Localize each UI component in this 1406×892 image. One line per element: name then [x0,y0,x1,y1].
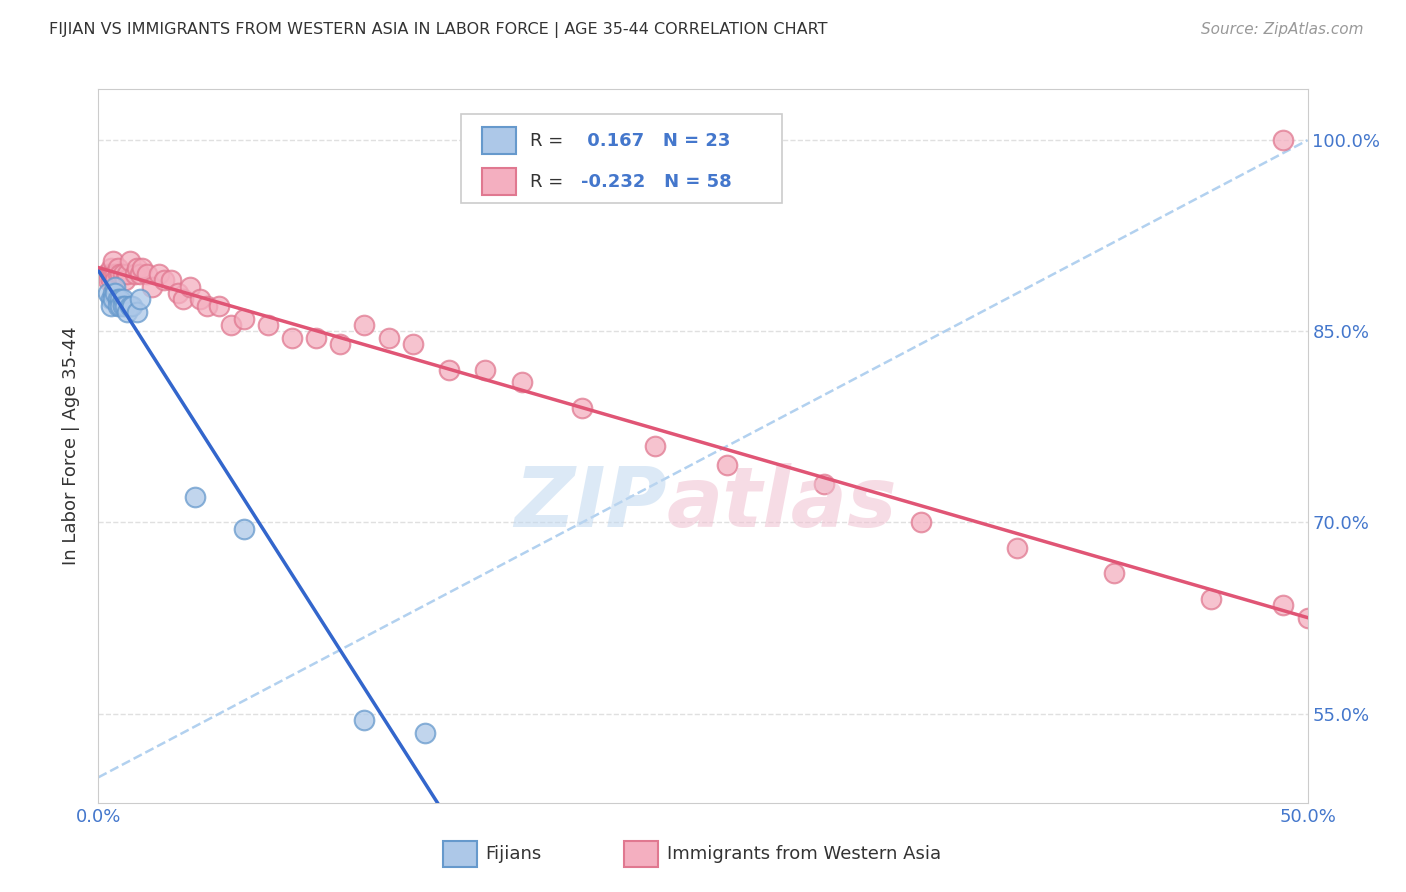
Point [100,267,122,281]
Point [117,267,139,281]
Point [107,260,129,275]
Point [101,254,124,268]
Point [167,286,190,301]
Point [97,267,120,281]
Point [644,439,666,453]
Point [510,376,533,390]
Bar [443,841,477,867]
Text: FIJIAN VS IMMIGRANTS FROM WESTERN ASIA IN LABOR FORCE | AGE 35-44 CORRELATION CH: FIJIAN VS IMMIGRANTS FROM WESTERN ASIA I… [49,22,828,38]
Point [413,725,436,739]
Point [172,293,194,307]
Point [474,362,496,376]
Point [716,458,738,472]
Point [208,299,231,313]
Point [107,267,129,281]
Point [94,267,117,281]
Point [118,254,141,268]
Point [100,299,122,313]
Text: ZIP: ZIP [515,463,666,543]
Bar [482,169,516,195]
Point [127,305,149,319]
Point [1007,541,1029,555]
Point [114,299,136,313]
Point [1333,599,1355,613]
Point [195,299,218,313]
Point [124,267,146,281]
Point [107,299,129,313]
Text: atlas: atlas [666,463,897,543]
Point [402,337,425,351]
Point [97,286,120,301]
Bar [624,841,658,867]
FancyBboxPatch shape [461,114,782,203]
Point [104,286,127,301]
Point [148,267,170,281]
Point [1199,591,1222,606]
Point [1102,566,1125,581]
Point [111,293,134,307]
Text: -0.232   N = 58: -0.232 N = 58 [581,173,731,191]
Point [188,293,211,307]
Point [141,279,163,293]
Point [108,293,131,307]
Point [152,273,174,287]
Y-axis label: In Labor Force | Age 35-44: In Labor Force | Age 35-44 [62,326,80,566]
Point [104,279,127,293]
Point [232,311,254,326]
Point [135,267,157,281]
Point [281,331,304,345]
Text: Immigrants from Western Asia: Immigrants from Western Asia [666,846,941,863]
Point [184,490,207,504]
Point [100,293,122,307]
Point [131,260,153,275]
Point [101,286,124,301]
Point [128,293,150,307]
Point [108,267,131,281]
Point [813,477,835,491]
Bar [482,128,516,154]
Point [117,305,139,319]
Text: R =: R = [530,173,569,191]
Point [1296,611,1319,625]
Point [101,267,124,281]
Point [104,273,127,287]
Point [111,267,134,281]
Point [101,293,124,307]
Point [377,331,399,345]
Point [1320,605,1343,619]
Text: Fijians: Fijians [485,846,541,863]
Point [1272,133,1295,147]
Point [353,318,375,332]
Point [121,299,143,313]
Point [329,337,352,351]
Point [571,401,593,415]
Point [256,318,278,332]
Point [1272,599,1295,613]
Point [221,318,243,332]
Point [128,267,150,281]
Point [111,299,134,313]
Point [232,522,254,536]
Text: R =: R = [530,132,569,150]
Text: 0.167   N = 23: 0.167 N = 23 [581,132,730,150]
Point [100,260,122,275]
Point [179,279,201,293]
Point [100,273,122,287]
Point [1309,605,1331,619]
Point [118,299,141,313]
Point [107,293,129,307]
Point [305,331,328,345]
Point [353,713,375,727]
Point [97,273,120,287]
Point [108,299,131,313]
Point [160,273,183,287]
Point [127,260,149,275]
Text: Source: ZipAtlas.com: Source: ZipAtlas.com [1201,22,1364,37]
Point [910,516,932,530]
Point [104,267,127,281]
Point [437,362,460,376]
Point [114,273,136,287]
